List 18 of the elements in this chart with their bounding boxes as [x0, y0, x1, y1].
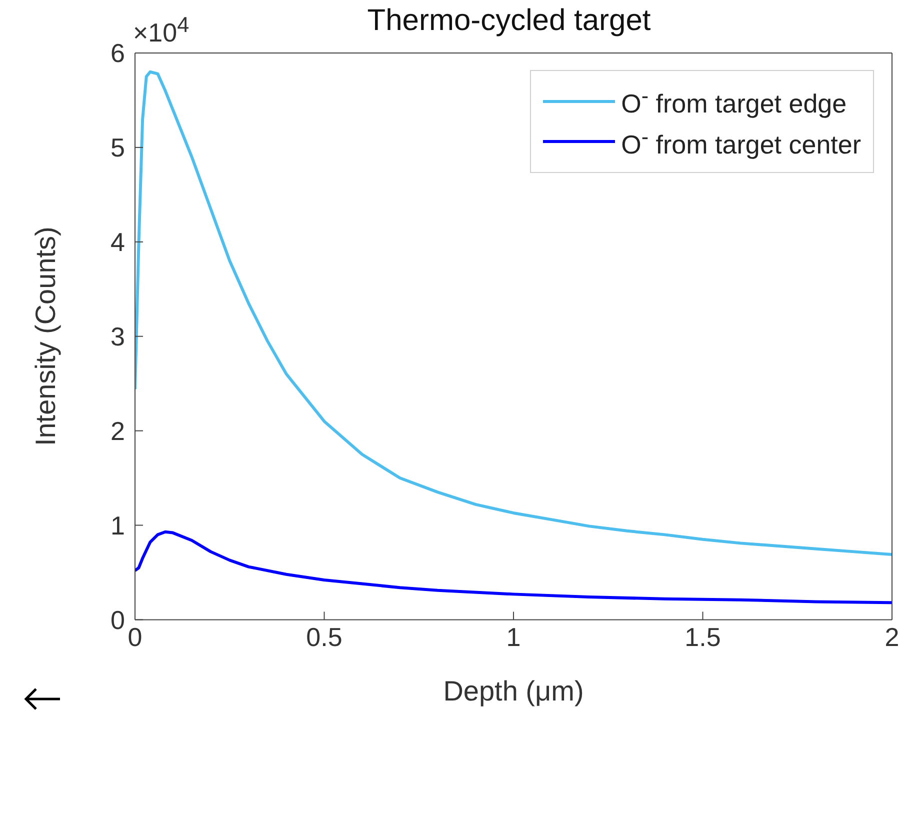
chart-title: Thermo-cycled target: [367, 4, 651, 37]
x-tick-label: 1.5: [684, 622, 721, 652]
x-axis-title: Depth (μm): [443, 676, 584, 707]
x-tick-label: 2: [884, 622, 900, 652]
y-tick-label: 5: [110, 132, 125, 163]
y-axis-title: Intensity (Counts): [30, 226, 61, 446]
line-series: [135, 70, 892, 556]
y-tick-label: 2: [110, 416, 125, 446]
legend-label: O$^{-}$ from target center: [621, 124, 861, 160]
text: ×10$^{4}$: [133, 12, 190, 49]
y-tick-label: 6: [110, 38, 125, 68]
y-tick-label: 3: [110, 322, 125, 352]
x-tick-label: 1: [506, 622, 521, 652]
y-tick-label: 4: [110, 227, 125, 258]
legend-label: O$^{-}$ from target edge: [621, 83, 847, 120]
y-tick-label: 1: [110, 510, 125, 540]
line-series: [135, 530, 892, 604]
x-tick-label: 0.5: [306, 622, 342, 652]
